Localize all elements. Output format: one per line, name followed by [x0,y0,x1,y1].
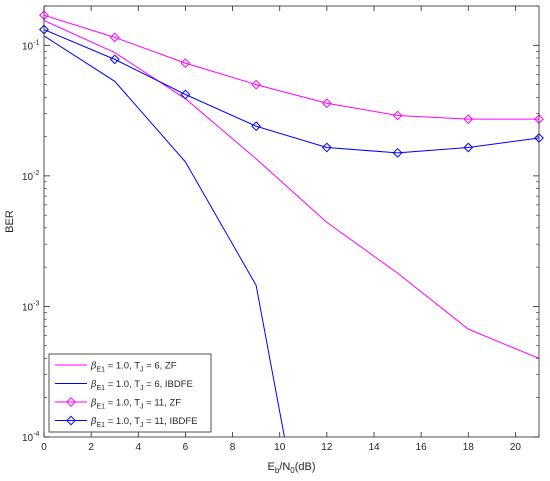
series-2-point [180,58,191,69]
x-tick-label: 18 [463,442,475,453]
series-3-point [463,142,474,153]
series-2-point [392,110,403,121]
x-tick-label: 4 [136,442,142,453]
axes: 0 2 4 6 8 10 12 14 16 18 20 10-1 10-2 10-3 10-4 Eb/N0(d… [4,5,540,475]
legend: βE1 = 1.0, TJ = 6, ZF βE1 = 1.0, TJ = 6, … [48,353,212,433]
series-2 [44,14,539,120]
series-2-point [321,98,332,109]
x-tick-label: 20 [510,442,522,453]
x-tick-label: 12 [321,442,333,453]
y-tick-label: 10-4 [22,431,39,444]
x-axis-label: Eb/N0(dB) [267,461,315,475]
series-3-point [251,121,262,132]
series-3-point [180,89,191,100]
legend-entry-label: βE1 = 1.0, TJ = 6, ZF [90,361,177,374]
x-tick-label: 6 [183,442,189,453]
y-tick-label: 10-2 [22,170,39,183]
series-3 [44,29,539,154]
series-2-point [251,79,262,90]
series-1-line [44,35,285,437]
legend-entry-label: βE1 = 1.0, TJ = 11, IBDFE [90,416,197,429]
legend-swatch-marker [66,415,76,426]
series-3-point [392,147,403,158]
series-2-point [109,32,120,43]
x-tick-label: 2 [88,442,94,453]
legend-entry-label: βE1 = 1.0, TJ = 6, IBDFE [90,379,193,392]
series-0 [44,19,539,359]
axes-box [43,5,540,438]
y-tick-label: 10-3 [22,300,39,313]
series-3-line [44,29,539,154]
x-tick-label: 0 [41,442,47,453]
x-tick-label: 8 [230,442,236,453]
series-2-point [463,114,474,125]
series-3-point [321,142,332,153]
series-0-line [44,19,539,359]
series-1 [44,35,285,437]
x-tick-label: 14 [368,442,380,453]
y-axis-label: BER [4,210,16,233]
legend-swatch-marker [66,397,76,407]
legend-entry-label: βE1 = 1.0, TJ = 11, ZF [90,398,181,411]
series-2-line [44,14,539,120]
x-tick-label: 10 [274,442,286,453]
legend-box [48,353,212,433]
x-tick-label: 16 [416,442,428,453]
series-3-point [109,54,120,65]
y-tick-label: 10-1 [22,39,39,52]
